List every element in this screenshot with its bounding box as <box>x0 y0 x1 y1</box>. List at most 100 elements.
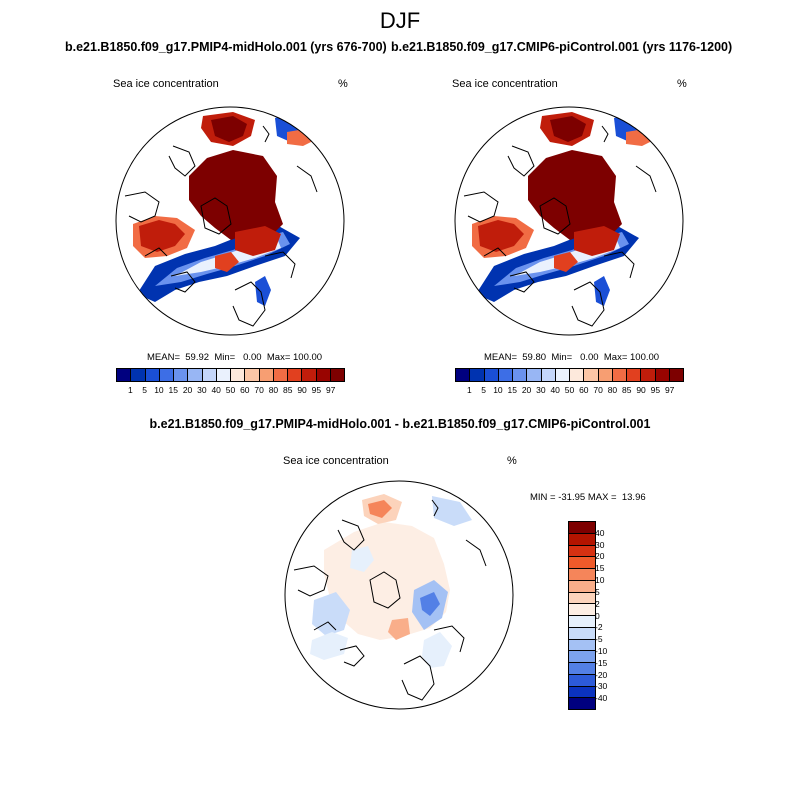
colorbar-swatch <box>117 369 132 381</box>
colorbar-tick-label: 70 <box>593 385 603 395</box>
colorbar-tick-label: 95 <box>311 385 322 395</box>
colorbar-swatch <box>569 604 595 616</box>
colorbar-tick-label: 80 <box>268 385 279 395</box>
colorbar-swatch <box>484 369 499 381</box>
diff-min-max: MIN = -31.95 MAX = 13.96 <box>530 492 646 503</box>
colorbar-tick-label: 15 <box>168 385 178 395</box>
colorbar-tick-label: 97 <box>664 385 675 395</box>
colorbar-tick-label: -10 <box>595 645 608 656</box>
colorbar-swatch <box>470 369 485 381</box>
season-title: DJF <box>379 8 421 33</box>
colorbar-swatch <box>569 663 595 675</box>
colorbar-tick-label: 70 <box>254 385 264 395</box>
colorbar-swatch <box>569 522 595 534</box>
colorbar-tick-label: 30 <box>536 385 546 395</box>
colorbar-tick-label: 90 <box>636 385 646 395</box>
colorbar-tick-label: 20 <box>182 385 193 395</box>
colorbar-swatch <box>259 369 274 381</box>
colorbar-swatch <box>245 369 260 381</box>
colorbar-tick-label: 90 <box>297 385 307 395</box>
colorbar-swatch <box>302 369 317 381</box>
colorbar-swatch <box>669 369 683 381</box>
colorbar-tick-label: 1 <box>127 385 133 395</box>
colorbar-swatch <box>569 557 595 569</box>
case1-stats: MEAN= 59.92 Min= 0.00 Max= 100.00 <box>147 352 323 363</box>
colorbar-swatch <box>188 369 203 381</box>
colorbar-tick-label: 97 <box>325 385 336 395</box>
colorbar-swatch <box>145 369 160 381</box>
colorbar-swatch <box>569 639 595 652</box>
colorbar-swatch <box>569 533 595 546</box>
colorbar-swatch <box>569 627 595 640</box>
colorbar-tick-label: 95 <box>650 385 661 395</box>
colorbar-swatch <box>641 369 656 381</box>
colorbar-tick-label: 10 <box>595 575 605 586</box>
colorbar-tick-label: 5 <box>481 385 486 395</box>
case1-title: b.e21.B1850.f09_g17.PMIP4-midHolo.001 (y… <box>65 40 387 54</box>
colorbar-tick-label: 60 <box>240 385 250 395</box>
colorbar-tick-label: 85 <box>622 385 632 395</box>
case1-polar-map <box>115 106 345 336</box>
colorbar-swatch <box>456 369 471 381</box>
colorbar-swatch <box>316 369 331 381</box>
case2-variable-label: Sea ice concentration <box>452 78 558 90</box>
colorbar-swatch <box>584 369 599 381</box>
colorbar-tick-label: 15 <box>595 563 605 574</box>
colorbar-swatch <box>273 369 288 381</box>
colorbar-swatch <box>598 369 613 381</box>
colorbar-swatch <box>570 369 585 381</box>
colorbar-tick-label: -2 <box>595 622 603 633</box>
colorbar-swatch <box>513 369 528 381</box>
colorbar-tick-label: 50 <box>564 385 575 395</box>
colorbar-swatch <box>541 369 556 381</box>
colorbar-tick-label: 60 <box>579 385 589 395</box>
case2-colorbar-labels: 1 5 10 15 20 30 40 50 60 70 80 85 90 95 97 <box>455 385 684 397</box>
colorbar-swatch <box>655 369 670 381</box>
colorbar-tick-label: 20 <box>595 551 605 562</box>
colorbar-swatch <box>174 369 189 381</box>
case1-units: % <box>338 78 348 90</box>
colorbar-swatch <box>569 592 595 605</box>
colorbar-tick-label: 0 <box>595 610 600 621</box>
diff-colorbar <box>568 521 596 710</box>
colorbar-swatch <box>231 369 246 381</box>
colorbar-swatch <box>330 369 344 381</box>
colorbar-tick-label: -5 <box>595 634 603 645</box>
colorbar-tick-label: 50 <box>225 385 236 395</box>
colorbar-tick-label: 1 <box>466 385 472 395</box>
difference-title: b.e21.B1850.f09_g17.PMIP4-midHolo.001 - … <box>149 417 651 431</box>
colorbar-tick-label: 85 <box>283 385 293 395</box>
colorbar-tick-label: 10 <box>154 385 164 395</box>
case1-colorbar-labels: 1 5 10 15 20 30 40 50 60 70 80 85 90 95 97 <box>116 385 345 397</box>
colorbar-tick-label: 15 <box>507 385 517 395</box>
colorbar-tick-label: 30 <box>595 539 605 550</box>
colorbar-swatch <box>569 616 595 628</box>
case2-units: % <box>677 78 687 90</box>
colorbar-swatch <box>216 369 231 381</box>
colorbar-swatch <box>612 369 627 381</box>
diff-colorbar-labels: 40 30 20 15 10 5 2 0 -2 -5 -10 -15 -20 -30 -40 <box>595 521 625 710</box>
colorbar-tick-label: 20 <box>521 385 532 395</box>
colorbar-swatch <box>569 580 595 593</box>
case2-polar-map <box>454 106 684 336</box>
colorbar-tick-label: 30 <box>197 385 207 395</box>
case2-stats: MEAN= 59.80 Min= 0.00 Max= 100.00 <box>484 352 660 363</box>
colorbar-tick-label: 40 <box>595 527 605 538</box>
colorbar-tick-label: -20 <box>595 669 608 680</box>
diff-variable-label: Sea ice concentration <box>283 455 389 467</box>
colorbar-swatch <box>569 545 595 558</box>
colorbar-swatch <box>555 369 570 381</box>
diff-polar-map <box>284 480 514 710</box>
colorbar-tick-label: 2 <box>595 598 600 609</box>
colorbar-swatch <box>202 369 217 381</box>
colorbar-swatch <box>569 686 595 699</box>
case2-colorbar <box>455 368 684 382</box>
colorbar-swatch <box>569 569 595 581</box>
colorbar-tick-label: 40 <box>550 385 560 395</box>
colorbar-tick-label: -15 <box>595 657 608 668</box>
colorbar-swatch <box>569 651 595 663</box>
colorbar-swatch <box>627 369 642 381</box>
case2-title: b.e21.B1850.f09_g17.CMIP6-piControl.001 … <box>391 40 733 54</box>
colorbar-swatch <box>498 369 513 381</box>
colorbar-tick-label: -30 <box>595 681 608 692</box>
